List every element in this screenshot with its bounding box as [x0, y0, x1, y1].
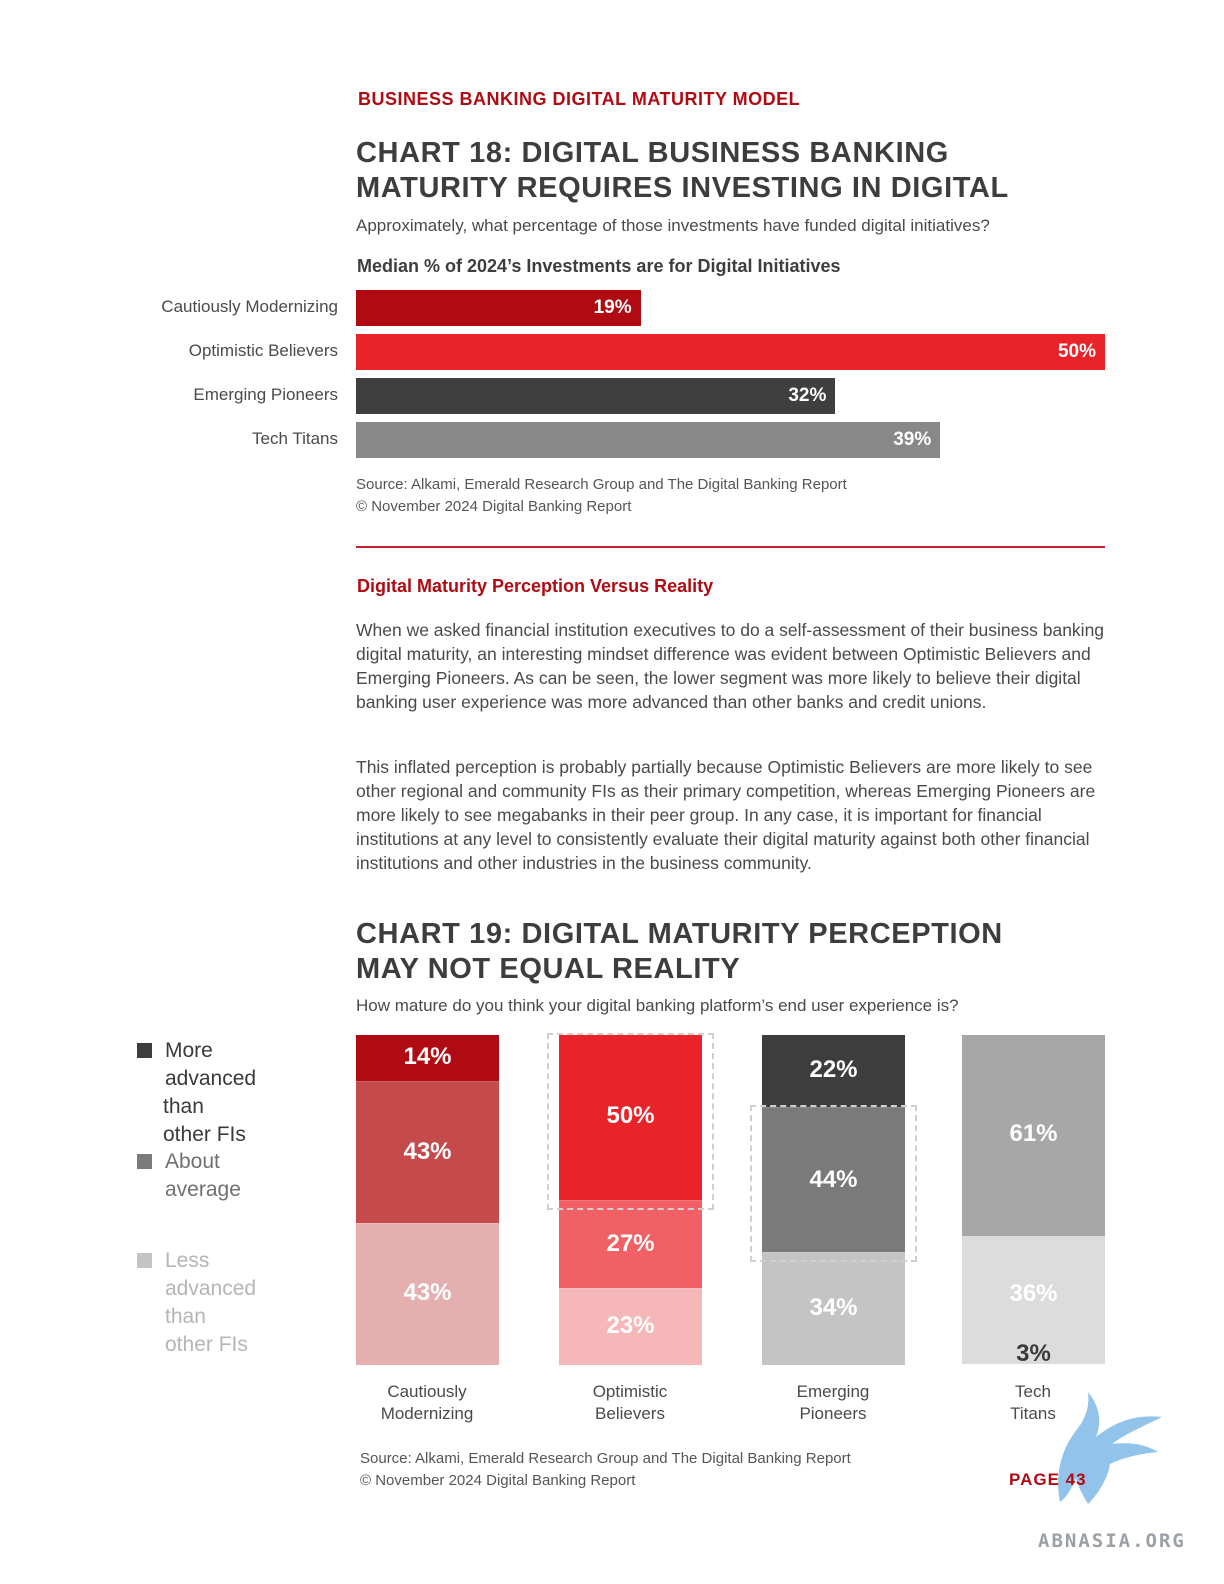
- chart19-segment-value: 36%: [1009, 1279, 1058, 1307]
- chart19-category-label-line: Pioneers: [799, 1404, 867, 1423]
- legend-item-about-average-line2: average: [165, 1178, 241, 1201]
- article-paragraph-2: This inflated perception is probably par…: [356, 757, 1096, 873]
- chart18-title-line2: MATURITY REQUIRES INVESTING IN DIGITAL: [356, 172, 1009, 204]
- chart18-bar-value: 32%: [788, 385, 827, 406]
- chart19-segment: 43%: [356, 1081, 499, 1224]
- chart19-segment: 22%: [762, 1035, 905, 1108]
- chart19-segment: 3%: [962, 1340, 1105, 1367]
- chart18-bar: 50%: [356, 334, 1105, 370]
- chart18-category-label: Optimistic Believers: [188, 341, 338, 360]
- chart18-category-label: Tech Titans: [252, 429, 338, 448]
- chart19-segment-value: 34%: [809, 1294, 858, 1322]
- chart19-category-label: Optimistic Believers: [550, 1381, 710, 1425]
- chart19-column: 50% 27% 23%: [559, 1035, 702, 1365]
- chart18-question: Approximately, what percentage of those …: [356, 216, 990, 235]
- chart19-category-label-line: Believers: [595, 1404, 665, 1423]
- chart18-source: Source: Alkami, Emerald Research Group a…: [356, 474, 847, 518]
- chart18-bar: 39%: [356, 422, 941, 458]
- chart18-bar-value: 19%: [593, 297, 632, 318]
- griffin-logo-icon: [1058, 1392, 1162, 1504]
- chart19-segment-value: 27%: [606, 1229, 655, 1257]
- chart19-segment: 36%: [962, 1235, 1105, 1355]
- chart18-subtitle: Median % of 2024’s Investments are for D…: [357, 256, 841, 276]
- legend-swatch-about-average: [137, 1154, 152, 1169]
- chart19-source-line2: © November 2024 Digital Banking Report: [360, 1472, 636, 1489]
- legend-item-less-advanced-line2: than other FIs: [165, 1305, 248, 1356]
- chart19-segment: 34%: [762, 1252, 905, 1365]
- chart19-segment: 27%: [559, 1199, 702, 1290]
- chart19-segment-value: 22%: [809, 1056, 858, 1084]
- legend-item-less-advanced: Less advanced than other FIs: [165, 1247, 256, 1359]
- legend-item-less-advanced-line1: Less advanced: [165, 1249, 257, 1300]
- chart19-segment-value: 50%: [606, 1102, 655, 1130]
- chart19-source-line1: Source: Alkami, Emerald Research Group a…: [360, 1450, 851, 1467]
- legend-swatch-more-advanced: [137, 1043, 152, 1058]
- chart19-segment: 61%: [962, 1035, 1105, 1236]
- chart19-category-label: Emerging Pioneers: [753, 1381, 913, 1425]
- article-heading: Digital Maturity Perception Versus Reali…: [357, 576, 714, 596]
- chart19-segment-value: 61%: [1009, 1120, 1058, 1148]
- chart19-category-label-line: Modernizing: [380, 1404, 474, 1423]
- chart19-category-label: Cautiously Modernizing: [347, 1381, 507, 1425]
- chart19-segment: 43%: [356, 1222, 499, 1365]
- chart19-highlight-outline: [547, 1033, 714, 1210]
- chart18-title-line1: CHART 18: DIGITAL BUSINESS BANKING: [356, 137, 949, 169]
- chart19-column: 22% 44% 34%: [762, 1035, 905, 1365]
- watermark: ABNASIA.ORG: [1038, 1530, 1186, 1552]
- chart18-source-line2: © November 2024 Digital Banking Report: [356, 498, 632, 515]
- legend-item-more-advanced: More advanced than other FIs: [163, 1037, 257, 1149]
- chart19-segment-value: 43%: [403, 1137, 452, 1165]
- chart19-source: Source: Alkami, Emerald Research Group a…: [360, 1448, 851, 1492]
- chart19-title: CHART 19: DIGITAL MATURITY PERCEPTION MA…: [356, 917, 1003, 987]
- legend-item-more-advanced-line1: More advanced: [165, 1039, 257, 1090]
- chart18-source-line1: Source: Alkami, Emerald Research Group a…: [356, 476, 847, 493]
- page-number: PAGE 43: [1009, 1470, 1087, 1489]
- chart18-bar-value: 39%: [893, 429, 932, 450]
- chart19-category-label-line: Emerging: [796, 1382, 870, 1401]
- chart19-segment-value: 14%: [403, 1043, 452, 1071]
- chart18-category-label: Cautiously Modernizing: [161, 297, 338, 316]
- chart18-bar: 32%: [356, 378, 836, 414]
- chart19-segment: 50%: [559, 1035, 702, 1200]
- chart19-segment-value: 3%: [1016, 1339, 1051, 1367]
- chart18-category-label: Emerging Pioneers: [193, 385, 338, 404]
- legend-item-more-advanced-line2: than other FIs: [163, 1095, 246, 1146]
- section-divider: [356, 546, 1105, 548]
- chart19-segment: 23%: [559, 1288, 702, 1365]
- chart18-bar: 19%: [356, 290, 641, 326]
- chart18-bar-value: 50%: [1057, 341, 1096, 362]
- chart19-segment: 14%: [356, 1035, 499, 1082]
- chart19-segment-value: 44%: [809, 1165, 858, 1193]
- chart19-segment-value: 43%: [403, 1279, 452, 1307]
- chart19-column: 61% 36% 3%: [962, 1035, 1105, 1367]
- legend-item-about-average-line1: About: [165, 1150, 220, 1173]
- section-label: BUSINESS BANKING DIGITAL MATURITY MODEL: [358, 89, 801, 109]
- chart19-segment-value: 23%: [606, 1312, 655, 1340]
- chart18-title: CHART 18: DIGITAL BUSINESS BANKING MATUR…: [356, 136, 1009, 206]
- article-paragraph-1: When we asked financial institution exec…: [356, 620, 1105, 712]
- chart19-highlight-outline: [750, 1105, 917, 1263]
- chart19-question: How mature do you think your digital ban…: [356, 996, 959, 1015]
- legend-swatch-less-advanced: [137, 1253, 152, 1268]
- legend-item-about-average: About average: [165, 1148, 241, 1204]
- chart19-segment: 44%: [762, 1107, 905, 1254]
- chart19-column: 14% 43% 43%: [356, 1035, 499, 1365]
- chart19-title-line2: MAY NOT EQUAL REALITY: [356, 953, 741, 985]
- chart19-title-line1: CHART 19: DIGITAL MATURITY PERCEPTION: [356, 918, 1003, 950]
- chart19-category-label-line: Optimistic: [592, 1382, 668, 1401]
- chart19-category-label-line: Cautiously: [387, 1382, 467, 1401]
